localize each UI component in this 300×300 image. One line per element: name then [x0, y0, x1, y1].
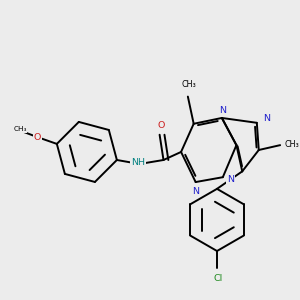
Text: N: N: [263, 114, 270, 123]
Text: N: N: [192, 187, 199, 196]
Text: CH₃: CH₃: [284, 140, 299, 149]
Text: N: N: [219, 106, 226, 115]
Text: N: N: [227, 175, 234, 184]
Text: O: O: [158, 121, 165, 130]
Text: O: O: [34, 133, 41, 142]
Text: CH₃: CH₃: [182, 80, 196, 89]
Text: CH₃: CH₃: [13, 126, 27, 132]
Text: NH: NH: [131, 158, 145, 167]
Text: Cl: Cl: [213, 274, 223, 283]
